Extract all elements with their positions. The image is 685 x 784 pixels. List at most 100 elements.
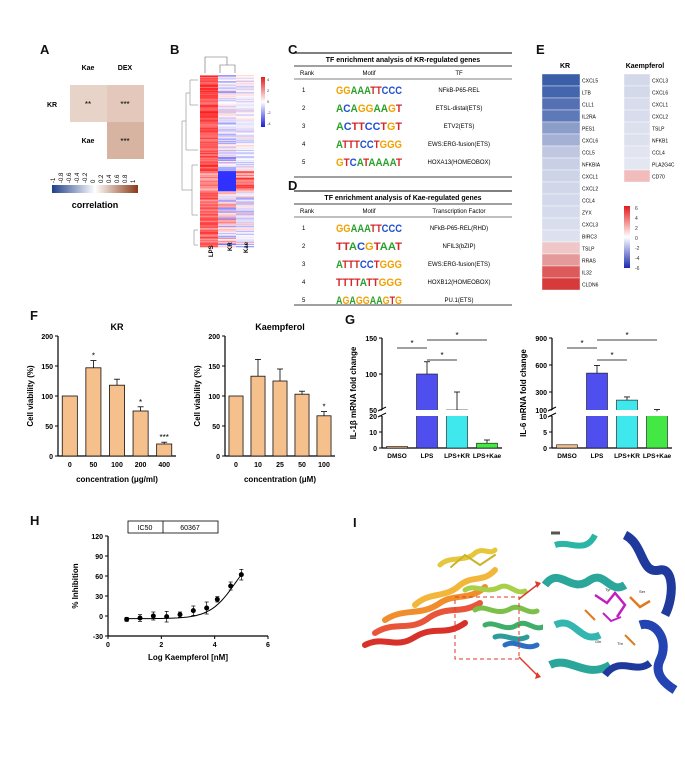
kae-gene-label: PLA2G4C [652,163,675,169]
heatmap-cell [236,235,254,238]
heatmap-cell [200,156,218,159]
heatmap-cell [200,159,218,162]
heatmap-cell [200,229,218,232]
heatmap-cell [200,214,218,216]
kae-gene-cell [623,169,651,183]
heatmap-cell [236,222,254,225]
heatmap-cell [218,238,236,241]
d-header-rank: Rank [300,209,315,215]
heatmap-cell [218,152,236,155]
chart-title: KR [111,322,124,332]
heatmap-cell [200,80,218,82]
y-tick-label: 900 [535,336,547,343]
panel-c-title: TF enrichment analysis of KR-regulated g… [326,57,481,64]
heatmap-cell [200,145,218,148]
x-tick-label: DMSO [557,453,577,460]
heatmap-cell [218,141,236,144]
heatmap-cell [218,164,236,166]
heatmap-cell [200,106,218,108]
heatmap-cell [200,117,218,119]
heatmap-cell [218,119,236,121]
heatmap-cell [200,193,218,195]
heatmap-cell [218,200,236,202]
heatmap-cell [200,144,218,147]
heatmap-cell [218,103,236,105]
heatmap-cell [218,82,236,84]
heatmap-cell [236,75,254,77]
heatmap-cell [236,104,254,106]
heatmap-cell [200,96,218,98]
bar-break-gap [585,410,609,416]
heatmap-cell [236,109,254,111]
panel-a-row-label-kae: Kae [82,138,95,145]
heatmap-cell [236,106,254,108]
heatmap-cell [218,109,236,111]
heatmap-cell [218,117,236,119]
heatmap-cell [218,115,236,117]
heatmap-cell [236,238,254,241]
heatmap-cell [236,119,254,121]
significance-mark: * [410,339,413,348]
heatmap-cell [218,145,236,148]
heatmap-cell [200,83,218,85]
significance-mark: * [580,339,583,348]
heatmap-cell [218,92,236,94]
cbar-tick: 0.4 [107,174,113,183]
heatmap-cell [200,184,218,186]
heatmap-cell [236,137,254,140]
row-tf: NFkB-P65-REL(RHD) [430,226,488,232]
heatmap-cell [236,211,254,213]
y-tick-label: 100 [41,394,53,401]
ic50-label: IC50 [138,525,153,532]
heatmap-cell [218,233,236,236]
sig-kr-dex: *** [120,100,129,109]
motif-logo: GGAAATTCCC [336,223,402,235]
heatmap-cell [200,236,218,239]
heatmap-cell [200,197,218,199]
heatmap-cell-kae-dex [107,122,144,159]
heatmap-cell [200,101,218,103]
heatmap-cell [236,191,254,193]
data-point [124,616,130,622]
heatmap-cell [200,89,218,91]
data-point [137,615,143,621]
heatmap-cell [218,129,236,131]
heatmap-cell [236,227,254,230]
heatmap-cell [236,101,254,103]
heatmap-cell [236,88,254,90]
heatmap-cell [236,85,254,87]
heatmap-cell [200,216,218,218]
row-rank: 4 [302,280,306,286]
heatmap-cell [236,189,254,191]
heatmap-cell [218,146,236,149]
d-header-tf: Transcription Factor [432,209,485,215]
heatmap-cell [200,204,218,206]
b-col-label-kae: Kae [244,241,250,253]
heatmap-cell [200,180,218,182]
heatmap-cell [236,93,254,95]
panel-e-gene-heatmap: KR Kaempferol CXCL5 LTB CLL1 IL2RA PES1 CXCL6… [541,63,675,291]
heatmap-cell [236,148,254,151]
significance-mark: * [92,352,95,361]
heatmap-cell [200,81,218,83]
row-rank: 1 [302,226,306,232]
heatmap-cell [218,206,236,208]
heatmap-cell [218,122,236,124]
panel-a-colorbar-title: correlation [72,200,119,210]
heatmap-cell [218,147,236,150]
heatmap-cell [200,168,218,170]
panel-label-e: E [536,42,545,57]
heatmap-cell [218,213,236,215]
panel-label-g: G [345,312,356,327]
motif-logo: ATTTCCTGGG [336,139,402,151]
heatmap-cell [200,220,218,223]
heatmap-cell [236,84,254,86]
heatmap-cell [218,202,236,204]
heatmap-cell [200,187,218,189]
heatmap-cell [200,146,218,149]
heatmap-cell [200,90,218,92]
heatmap-cell [200,194,218,196]
x-tick-label: LPS+Kae [473,453,502,460]
heatmap-cell [200,140,218,143]
heatmap-cell [236,97,254,99]
